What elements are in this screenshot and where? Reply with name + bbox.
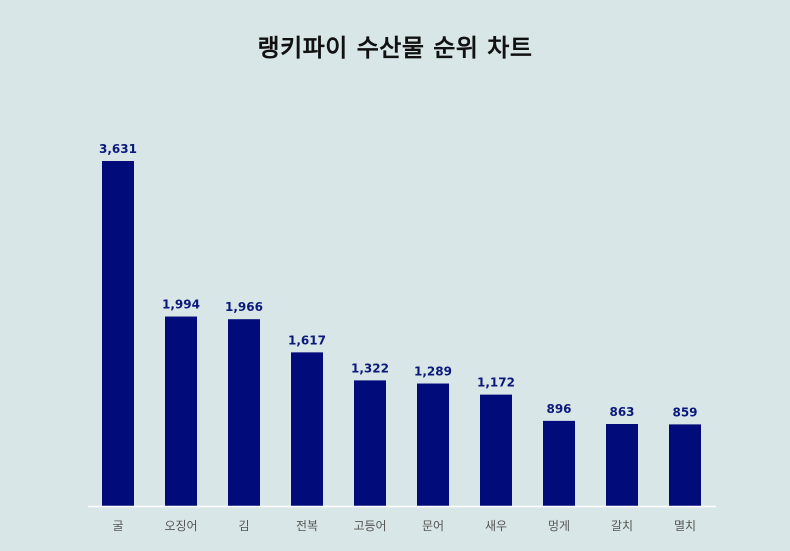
bar-1 bbox=[102, 161, 134, 506]
value-labels-group: 3,631 1,994 1,966 1,617 1,322 1,289 1,172 896 86… bbox=[99, 142, 698, 419]
bar-5 bbox=[354, 380, 386, 506]
value-label-7: 1,172 bbox=[477, 376, 515, 390]
value-label-1: 3,631 bbox=[99, 142, 137, 156]
category-label-5: 고등어 bbox=[353, 519, 386, 533]
category-label-10: 멸치 bbox=[674, 519, 696, 533]
bar-8 bbox=[543, 420, 575, 506]
bar-4 bbox=[291, 352, 323, 506]
bar-2 bbox=[165, 316, 197, 506]
value-label-6: 1,289 bbox=[414, 365, 452, 379]
category-label-7: 새우 bbox=[485, 519, 507, 533]
bar-9 bbox=[606, 424, 638, 506]
category-label-1: 굴 bbox=[112, 519, 123, 533]
value-label-10: 859 bbox=[672, 405, 697, 419]
value-label-4: 1,617 bbox=[288, 333, 326, 347]
category-label-2: 오징어 bbox=[164, 519, 197, 533]
value-label-8: 896 bbox=[546, 402, 571, 416]
value-label-2: 1,994 bbox=[162, 298, 200, 312]
value-label-3: 1,966 bbox=[225, 300, 263, 314]
bar-10 bbox=[669, 424, 701, 506]
bar-3 bbox=[228, 319, 260, 506]
category-labels-group: 굴 오징어 김 전복 고등어 문어 새우 멍게 갈치 멸치 bbox=[112, 519, 696, 533]
bar-6 bbox=[417, 383, 449, 506]
value-label-9: 863 bbox=[609, 405, 634, 419]
category-label-3: 김 bbox=[238, 519, 249, 533]
category-label-4: 전복 bbox=[296, 519, 318, 533]
bars-group bbox=[102, 161, 701, 506]
value-label-5: 1,322 bbox=[351, 361, 389, 375]
category-label-8: 멍게 bbox=[548, 519, 570, 533]
category-label-6: 문어 bbox=[422, 519, 444, 533]
bar-7 bbox=[480, 394, 512, 506]
category-label-9: 갈치 bbox=[611, 519, 633, 533]
chart-title: 랭키파이 수산물 순위 차트 bbox=[257, 34, 533, 62]
